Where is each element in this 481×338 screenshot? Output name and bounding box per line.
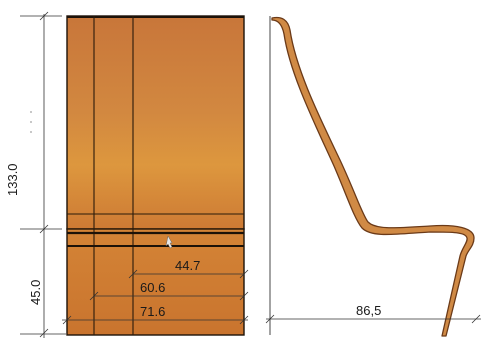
dimension-label-44-7: 44.7 <box>175 258 200 273</box>
chair-side-profile <box>271 16 475 337</box>
dimension-label-60-6: 60.6 <box>140 280 165 295</box>
dimension-label-133: 133.0 <box>5 163 20 196</box>
width-dimension-44-7: 44.7 <box>128 258 249 279</box>
height-dimension-45: 45.0 <box>20 229 66 338</box>
dimension-label-86-5: 86,5 <box>356 303 381 318</box>
side-view: 86,5 <box>265 16 481 337</box>
height-dimension-133: 133.0 <box>5 11 62 234</box>
backrest-panel <box>66 15 245 230</box>
depth-dimension-86-5: 86,5 <box>265 303 481 324</box>
dimension-label-71-6: 71.6 <box>140 304 165 319</box>
front-view: 44.7 60.6 71.6 133.0 <box>5 11 249 338</box>
width-dimension-60-6: 60.6 <box>89 280 249 301</box>
dimension-label-45: 45.0 <box>28 280 43 305</box>
cursor-mark <box>165 235 173 249</box>
width-dimension-71-6: 71.6 <box>62 304 249 325</box>
